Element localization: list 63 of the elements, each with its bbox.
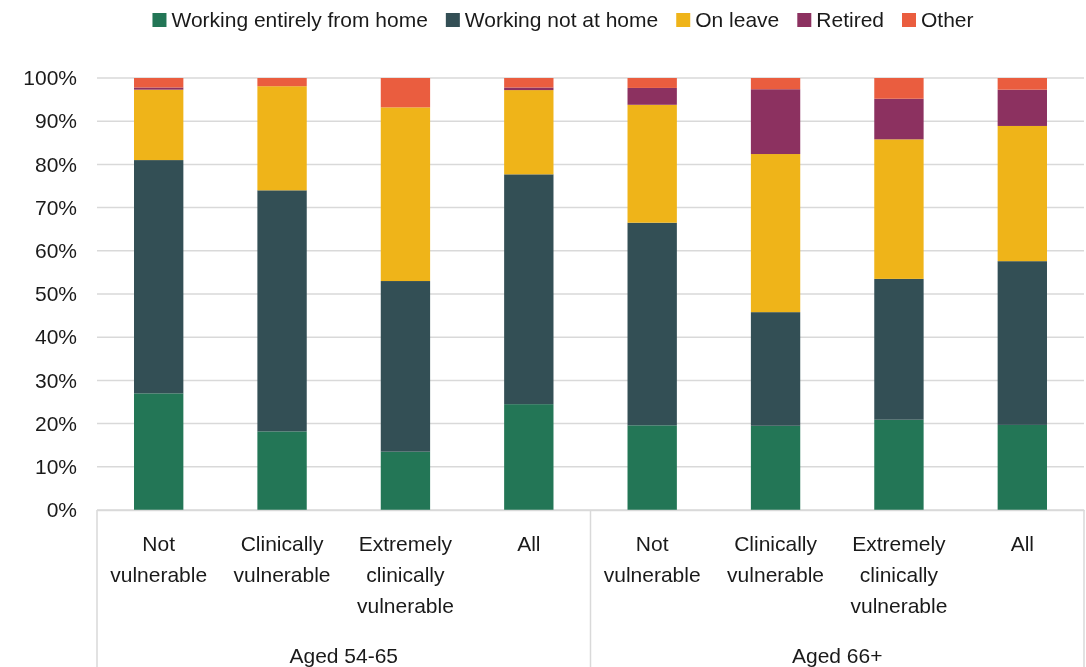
bar (627, 78, 677, 88)
bar (874, 139, 924, 279)
bar (257, 431, 307, 510)
x-tick-label: Clinically vulnerable (727, 532, 825, 586)
text: Aged 66+ (791, 644, 883, 667)
bar (504, 174, 554, 405)
bar (134, 160, 184, 394)
bar (257, 78, 307, 87)
bar (380, 78, 431, 108)
bar (750, 312, 801, 426)
bar (997, 261, 1047, 425)
y-tick-label: 20% (34, 411, 77, 435)
bar (504, 90, 554, 175)
bar (134, 87, 184, 90)
x-tick-label: Not vulnerable (110, 532, 208, 586)
bar (627, 222, 677, 426)
x-tick-label: All (1010, 532, 1034, 555)
text: Aged 54-65 (289, 644, 399, 667)
bar (750, 89, 801, 155)
bar (134, 89, 184, 161)
y-tick-label: 50% (34, 282, 77, 306)
x-tick-label: Extremely clinically vulnerable (356, 532, 454, 617)
bar (134, 393, 184, 510)
y-tick-label: 10% (34, 455, 77, 479)
bar (997, 125, 1047, 262)
bar (504, 78, 554, 88)
bar (257, 86, 307, 191)
bar (874, 419, 924, 510)
bar (997, 424, 1047, 510)
bar (874, 78, 924, 99)
bar (380, 107, 431, 282)
bar (874, 98, 924, 140)
y-tick-label: 100% (23, 66, 77, 90)
legend-label: Retired (816, 8, 884, 32)
legend-label: On leave (695, 8, 780, 32)
y-tick-label: 30% (34, 368, 77, 392)
bar (380, 451, 431, 510)
bar (750, 154, 801, 313)
legend-label: Working not at home (464, 8, 659, 32)
bar (750, 425, 801, 510)
y-tick-label: 40% (34, 325, 77, 349)
y-tick-label: 90% (34, 109, 77, 133)
bar (997, 78, 1047, 90)
legend-label: Working entirely from home (171, 8, 428, 32)
y-tick-label: 70% (34, 195, 77, 219)
x-tick-label: Not vulnerable (603, 532, 701, 586)
bar (134, 78, 184, 88)
y-tick-label: 80% (34, 152, 77, 176)
bar (750, 78, 801, 90)
bar (627, 87, 677, 105)
x-tick-label: Clinically vulnerable (233, 532, 331, 586)
legend-label: Other (921, 8, 974, 32)
bar (627, 104, 677, 223)
x-tick-label: Extremely clinically vulnerable (850, 532, 948, 617)
bar (380, 281, 431, 452)
bar (257, 190, 307, 432)
bar (627, 425, 677, 510)
bar (504, 404, 554, 510)
bar (997, 89, 1047, 126)
bar (874, 278, 924, 420)
y-tick-label: 60% (34, 239, 77, 263)
y-tick-label: 0% (46, 498, 77, 522)
x-tick-label: All (517, 532, 541, 555)
